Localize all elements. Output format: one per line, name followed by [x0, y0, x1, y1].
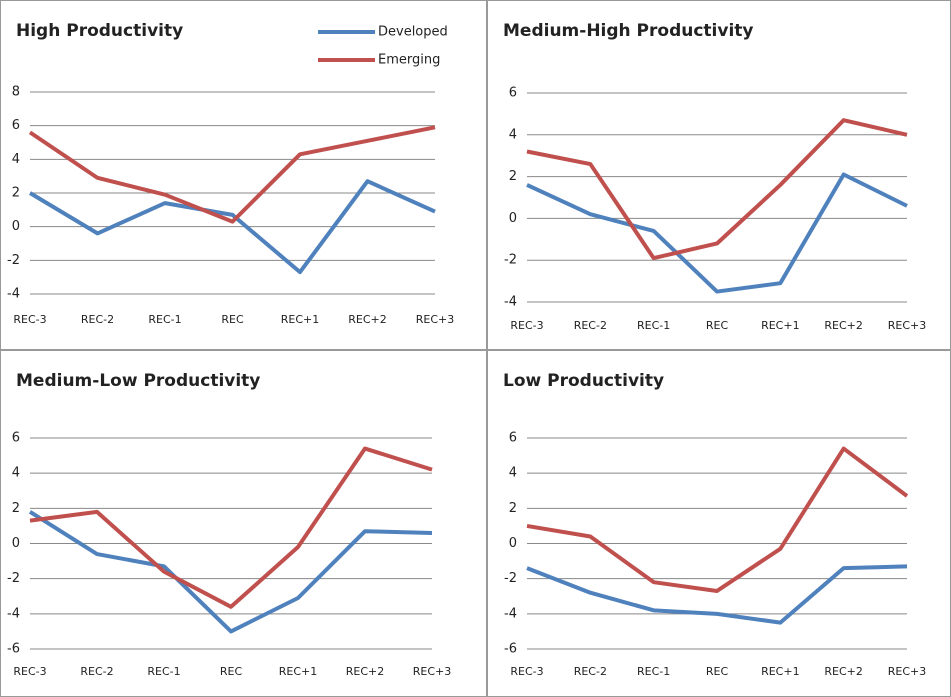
x-tick-label: REC-3: [13, 665, 46, 678]
chart-panel: Medium-Low Productivity -6 -4 -2 0 2 4 6 REC-3 RE…: [7, 371, 451, 678]
y-tick-label: 2: [12, 186, 20, 201]
x-tick-label: REC-2: [574, 319, 607, 332]
y-tick-label: 6: [509, 431, 517, 446]
y-tick-label: 4: [509, 127, 517, 142]
series-line: [526, 564, 908, 625]
x-tick-label: REC: [220, 665, 243, 678]
y-tick-label: -4: [504, 295, 517, 310]
chart-title: Low Productivity: [503, 371, 664, 391]
y-tick-label: -2: [504, 571, 517, 586]
y-tick-label: 0: [509, 536, 517, 551]
x-tick-label: REC-2: [574, 665, 607, 678]
series-line: [526, 118, 908, 261]
y-tick-label: 6: [12, 431, 20, 446]
chart-title: Medium-Low Productivity: [16, 371, 260, 391]
x-tick-label: REC+2: [824, 319, 863, 332]
y-tick-label: 2: [509, 169, 517, 184]
x-tick-label: REC-1: [637, 319, 670, 332]
x-tick-label: REC: [706, 319, 729, 332]
chart-title: Medium-High Productivity: [503, 21, 754, 41]
series-line: [28, 179, 436, 275]
y-tick-label: 6: [12, 118, 20, 133]
x-tick-label: REC-3: [510, 665, 543, 678]
y-tick-label: -2: [7, 571, 20, 586]
y-tick-label: -4: [7, 606, 20, 621]
y-tick-label: -4: [7, 287, 20, 302]
series-line: [526, 446, 909, 593]
y-tick-label: 2: [12, 501, 20, 516]
y-tick-label: 0: [12, 536, 20, 551]
series-line: [29, 446, 433, 609]
legend-label: Developed: [378, 25, 448, 40]
x-tick-label: REC-1: [148, 313, 181, 326]
x-tick-label: REC-1: [147, 665, 180, 678]
chart-title: High Productivity: [16, 21, 183, 41]
x-tick-label: REC+1: [761, 665, 800, 678]
x-tick-label: REC-1: [637, 665, 670, 678]
x-tick-label: REC+1: [279, 665, 318, 678]
chart-panel: Medium-High Productivity -4 -2 0 2 4 6 REC-3 REC…: [503, 21, 926, 332]
x-tick-label: REC-3: [13, 313, 46, 326]
y-tick-label: 0: [509, 211, 517, 226]
x-tick-label: REC+3: [888, 665, 927, 678]
x-tick-label: REC+1: [761, 319, 800, 332]
x-tick-label: REC-3: [510, 319, 543, 332]
x-tick-label: REC-2: [81, 313, 114, 326]
legend-label: Emerging: [378, 53, 440, 68]
x-tick-label: REC+3: [888, 319, 927, 332]
x-tick-label: REC-2: [80, 665, 113, 678]
y-tick-label: 4: [509, 466, 517, 481]
y-tick-label: 6: [509, 86, 517, 101]
x-tick-label: REC+3: [413, 665, 452, 678]
y-tick-label: 4: [12, 152, 20, 167]
y-tick-label: -4: [504, 606, 517, 621]
x-tick-label: REC+3: [416, 313, 455, 326]
x-tick-label: REC+2: [824, 665, 863, 678]
y-tick-label: 0: [12, 219, 20, 234]
y-tick-label: -6: [7, 642, 20, 657]
series-line: [526, 172, 908, 294]
y-tick-label: 2: [509, 501, 517, 516]
x-tick-label: REC: [706, 665, 729, 678]
y-tick-label: -2: [7, 253, 20, 268]
chart-panel: High Productivity -4 -2 0 2 4 6 8 REC-3 REC-2 REC-…: [7, 21, 454, 326]
y-tick-label: -6: [504, 642, 517, 657]
x-tick-label: REC+1: [281, 313, 320, 326]
x-tick-label: REC+2: [348, 313, 387, 326]
y-tick-label: 4: [12, 466, 20, 481]
x-tick-label: REC: [221, 313, 244, 326]
y-tick-label: 8: [12, 85, 20, 100]
x-tick-label: REC+2: [346, 665, 385, 678]
y-tick-label: -2: [504, 253, 517, 268]
series-line: [28, 125, 436, 224]
chart-panel: Low Productivity -6 -4 -2 0 2 4 6 REC-3 REC-2 REC-…: [503, 371, 926, 678]
series-line: [28, 510, 433, 634]
